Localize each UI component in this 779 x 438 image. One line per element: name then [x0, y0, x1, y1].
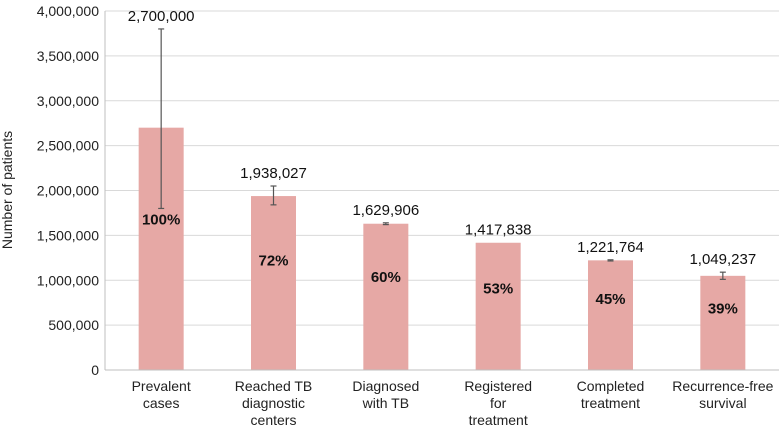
y-tick-label: 1,000,000 [37, 272, 99, 288]
x-tick-label-line: Diagnosed [352, 378, 419, 394]
x-tick-label-line: treatment [469, 412, 528, 428]
y-tick-label: 1,500,000 [37, 227, 99, 243]
x-tick-label: Completed treatment [577, 378, 645, 411]
x-tick-label-line: with TB [362, 395, 409, 411]
x-tick-label-line: Reached TB [235, 378, 313, 394]
x-tick-label-line: survival [699, 395, 746, 411]
x-tick-label-line: Recurrence-free [672, 378, 773, 394]
x-axis: Prevalent cases Reached TB diagnostic center… [105, 369, 779, 428]
x-tick-label-line: Prevalent [132, 378, 191, 394]
percent-label: 60% [371, 269, 401, 286]
bar [251, 196, 296, 370]
bar [588, 260, 633, 370]
y-axis: 0 500,000 1,000,000 1,500,000 2,000,000 2,500… [37, 3, 106, 378]
percent-label: 45% [595, 291, 625, 308]
x-tick-label: Diagnosed with TB [352, 378, 419, 411]
bar [700, 275, 746, 370]
x-tick-label-line: treatment [581, 395, 640, 411]
x-tick-label: Registered for treatment [464, 378, 532, 428]
data-label: 1,049,237 [689, 251, 756, 268]
data-label: 1,938,027 [240, 165, 307, 182]
x-tick-label-line: diagnostic [242, 395, 305, 411]
y-tick-label: 2,000,000 [37, 183, 99, 199]
y-tick-label: 0 [91, 362, 99, 378]
x-tick-label-line: Completed [577, 378, 645, 394]
x-tick-label-line: centers [251, 412, 297, 428]
x-tick-label: Prevalent cases [132, 378, 191, 411]
x-tick-label: Recurrence-free survival [672, 378, 773, 411]
percent-label: 72% [258, 253, 288, 270]
bar [363, 223, 409, 370]
y-tick-label: 4,000,000 [37, 3, 99, 19]
percent-label: 39% [708, 300, 738, 317]
bars: 2,700,000 100% 1,938,027 72% 1,629,906 60% 1,4… [128, 8, 756, 370]
y-axis-label: Number of patients [0, 131, 15, 249]
x-tick-label-line: Registered [464, 378, 532, 394]
data-label: 1,629,906 [352, 202, 419, 219]
bar [475, 242, 521, 370]
data-label: 1,221,764 [577, 239, 644, 256]
y-tick-label: 500,000 [48, 317, 99, 333]
percent-label: 100% [142, 212, 180, 229]
y-tick-label: 3,000,000 [37, 93, 99, 109]
data-label: 2,700,000 [128, 8, 195, 25]
gridlines [105, 10, 779, 371]
x-tick-label: Reached TB diagnostic centers [235, 378, 313, 428]
percent-label: 53% [483, 281, 513, 298]
x-tick-label-line: cases [143, 395, 180, 411]
y-tick-label: 3,500,000 [37, 48, 99, 64]
y-tick-label: 2,500,000 [37, 138, 99, 154]
x-tick-label-line: for [490, 395, 507, 411]
data-label: 1,417,838 [465, 222, 532, 239]
